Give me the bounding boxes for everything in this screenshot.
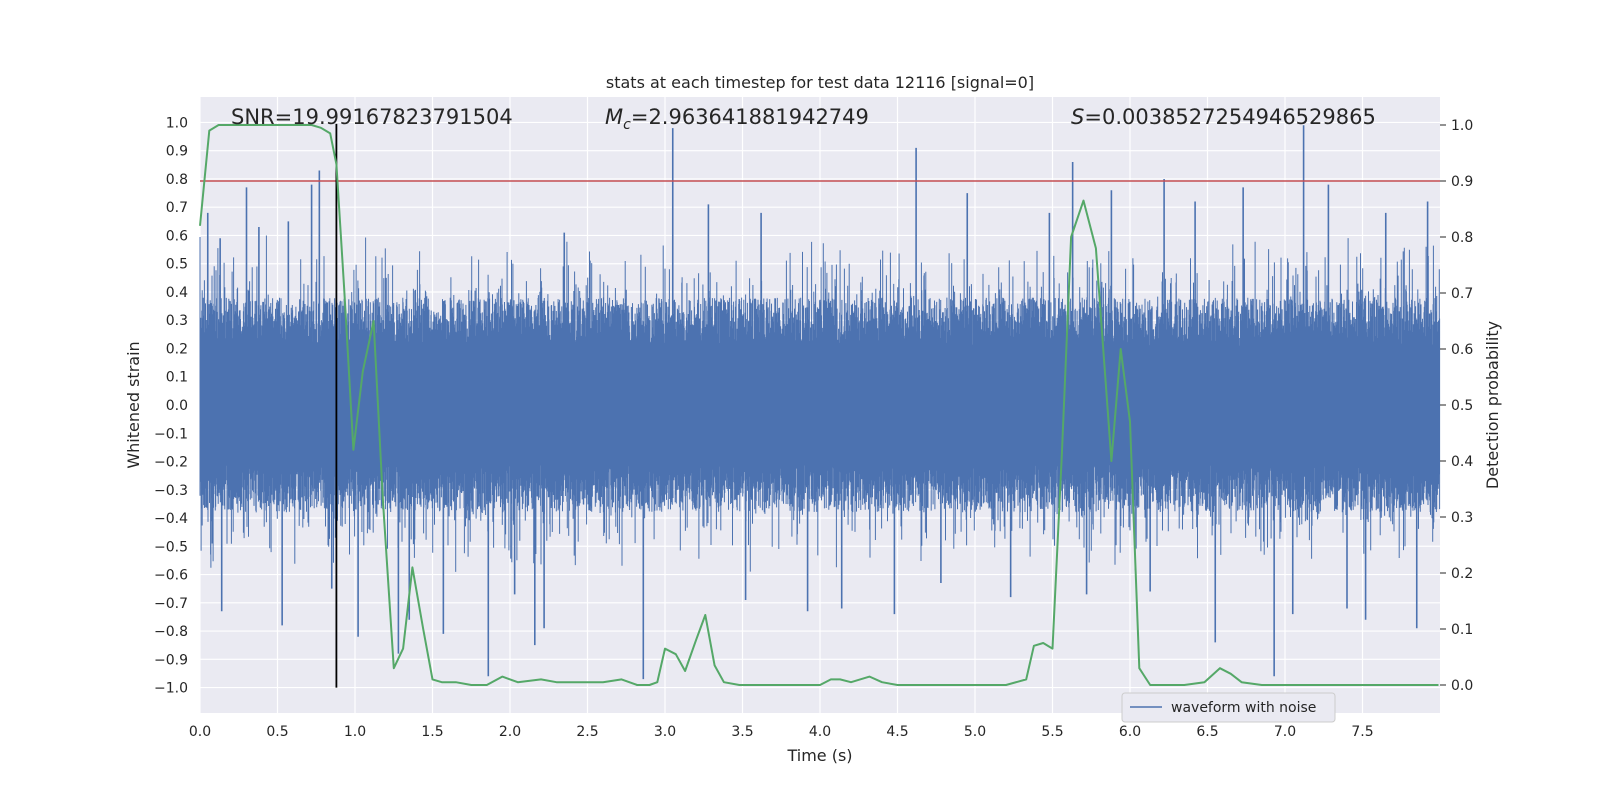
y2-tick-label: 0.1 — [1451, 622, 1473, 638]
y2-tick-labels: 1.0 0.9 0.8 0.7 0.6 0.5 0.4 0.3 0.2 0.1 0.0 — [1440, 118, 1473, 694]
y-tick-label: 0.9 — [166, 144, 188, 160]
annotation-score-equals: = — [1084, 105, 1102, 129]
annotation-chirp-mass-equals: = — [631, 105, 649, 129]
x-tick-label: 5.0 — [964, 724, 986, 740]
probability-series — [199, 124, 1439, 686]
y2-tick-label: 1.0 — [1451, 118, 1473, 134]
y-axis-label: Whitened strain — [124, 341, 143, 468]
x-tick-label: 6.5 — [1196, 724, 1218, 740]
y-tick-labels: 1.0 0.9 0.8 0.7 0.6 0.5 0.4 0.3 0.2 0.1 0.0 −0.1 −0.… — [154, 115, 188, 696]
chart-title: stats at each timestep for test data 121… — [606, 73, 1034, 92]
legend-box — [1121, 692, 1336, 723]
y-tick-label: 0.0 — [166, 398, 188, 414]
y-tick-label: −0.1 — [154, 426, 188, 442]
waveform-series — [199, 125, 1441, 680]
x-tick-labels: 0.0 0.5 1.0 1.5 2.0 2.5 3.0 3.5 4.0 4.5 5.0 5.5 6.0 6… — [189, 724, 1374, 740]
annotation-chirp-mass-subscript: c — [623, 117, 631, 133]
y-tick-label: 0.6 — [166, 228, 188, 244]
y-tick-label: −0.3 — [154, 483, 188, 499]
x-tick-label: 0.0 — [189, 724, 211, 740]
y-tick-label: 0.5 — [166, 257, 188, 273]
x-tick-label: 1.5 — [421, 724, 443, 740]
annotation-chirp-mass-value: 2.963641881942749 — [648, 105, 868, 129]
annotation-snr-prefix: SNR= — [231, 105, 292, 129]
x-axis-label: Time (s) — [786, 746, 852, 765]
legend-label-waveform: waveform with noise — [1171, 700, 1316, 716]
x-tick-label: 2.0 — [499, 724, 521, 740]
x-tick-label: 4.0 — [809, 724, 831, 740]
x-tick-label: 3.5 — [731, 724, 753, 740]
x-tick-label: 1.0 — [344, 724, 366, 740]
y-tick-label: 0.3 — [166, 313, 188, 329]
annotation-snr: SNR=19.99167823791504 — [231, 105, 513, 129]
legend: waveform with noise — [1121, 692, 1336, 723]
y2-tick-label: 0.7 — [1451, 286, 1473, 302]
y2-tick-label: 0.4 — [1451, 454, 1473, 470]
annotation-score: S=0.0038527254946529865 — [1071, 105, 1376, 129]
x-tick-label: 3.0 — [654, 724, 676, 740]
annotation-score-value: 0.0038527254946529865 — [1102, 105, 1376, 129]
y-tick-label: 0.7 — [166, 200, 188, 216]
x-tick-label: 6.0 — [1119, 724, 1141, 740]
x-tick-label: 2.5 — [576, 724, 598, 740]
detection-probability-line — [199, 124, 1439, 686]
annotation-chirp-mass-symbol: M — [605, 105, 623, 129]
y-tick-label: 0.4 — [166, 285, 188, 301]
y2-tick-label: 0.0 — [1451, 678, 1473, 694]
x-tick-label: 4.5 — [886, 724, 908, 740]
reference-lines — [200, 123, 1440, 688]
y-tick-label: −0.4 — [154, 511, 188, 527]
x-tick-label: 7.5 — [1351, 724, 1373, 740]
y-tick-label: −0.8 — [154, 624, 188, 640]
y-tick-label: 0.8 — [166, 172, 188, 188]
y2-tick-label: 0.3 — [1451, 510, 1473, 526]
annotation-chirp-mass: Mc=2.963641881942749 — [605, 105, 869, 133]
x-tick-label: 0.5 — [266, 724, 288, 740]
y2-axis-label: Detection probability — [1483, 321, 1502, 489]
y2-tick-label: 0.6 — [1451, 342, 1473, 358]
annotation-score-symbol: S — [1071, 105, 1084, 129]
y2-tick-label: 0.2 — [1451, 566, 1473, 582]
y-tick-label: 0.1 — [166, 370, 188, 386]
y-tick-label: −0.6 — [154, 568, 188, 584]
y2-tick-label: 0.9 — [1451, 174, 1473, 190]
y-tick-label: −0.7 — [154, 596, 188, 612]
y-tick-label: −0.2 — [154, 455, 188, 471]
y2-tick-label: 0.8 — [1451, 230, 1473, 246]
y-tick-label: −0.9 — [154, 652, 188, 668]
annotation-snr-value: 19.99167823791504 — [292, 105, 512, 129]
y-tick-label: 0.2 — [166, 341, 188, 357]
x-tick-label: 5.5 — [1041, 724, 1063, 740]
y2-tick-label: 0.5 — [1451, 398, 1473, 414]
y-tick-label: −0.5 — [154, 539, 188, 555]
x-tick-label: 7.0 — [1274, 724, 1296, 740]
y-tick-label: −1.0 — [154, 681, 188, 697]
y-tick-label: 1.0 — [166, 115, 188, 131]
